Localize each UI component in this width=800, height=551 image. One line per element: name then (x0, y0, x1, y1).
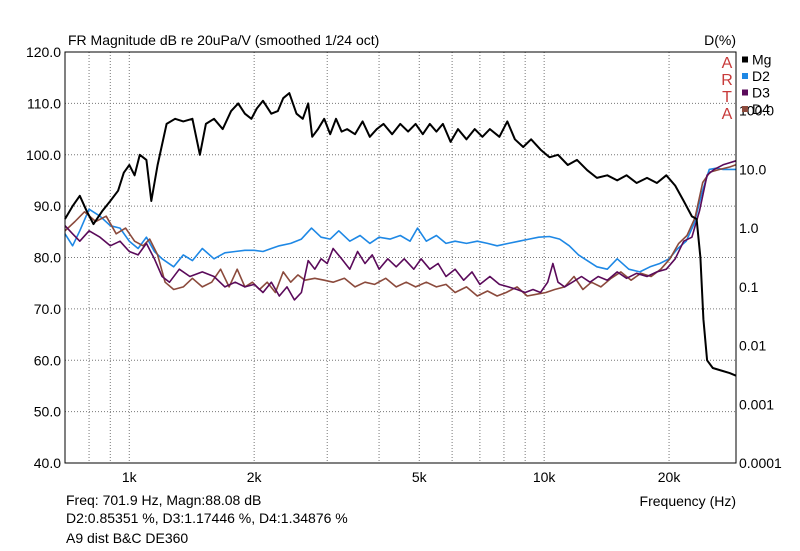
plot-series (64, 92, 737, 377)
legend-label-d2: D2 (752, 68, 770, 84)
legend-swatch-d2 (742, 73, 748, 79)
watermark-letter: R (721, 72, 733, 89)
x-tick-label: 20k (658, 469, 682, 485)
legend-label-d4: D4 (752, 101, 770, 117)
x-axis-ticks: 1k 2k 5k 10k 20k (122, 469, 681, 485)
y-tick-label: 40.0 (34, 455, 61, 471)
x-tick-label: 2k (247, 469, 263, 485)
y-tick-label: 120.0 (26, 44, 61, 60)
x-tick-label: 5k (412, 469, 428, 485)
x-axis-label: Frequency (Hz) (640, 493, 736, 509)
plot-frame (64, 51, 737, 464)
measurement-name: A9 dist B&C DE360 (66, 530, 189, 546)
grid-lines (65, 52, 736, 463)
series-line-d2 (64, 167, 736, 273)
y2-tick-label: 10.0 (739, 161, 766, 177)
y2-tick-label: 0.01 (739, 338, 766, 354)
y2-tick-label: 0.001 (739, 396, 774, 412)
watermark-letter: A (722, 106, 733, 123)
cursor-readout-freq: Freq: 701.9 Hz, Magn:88.08 dB (66, 492, 262, 508)
y2-tick-label: 0.0001 (739, 455, 782, 471)
y-axis-ticks: 120.0 110.0 100.0 90.0 80.0 70.0 60.0 50.0 40.0 (26, 44, 61, 471)
series-line-d3 (64, 160, 737, 301)
series-line-d4 (64, 164, 737, 297)
series-line-mg (64, 92, 737, 377)
y-tick-label: 50.0 (34, 404, 61, 420)
watermark-letter: A (722, 55, 733, 72)
legend-swatch-d4 (742, 106, 748, 112)
y-tick-label: 110.0 (27, 95, 61, 111)
y-tick-label: 70.0 (34, 301, 61, 317)
y-tick-label: 90.0 (34, 198, 61, 214)
legend-swatch-d3 (742, 89, 748, 96)
y2-tick-label: 1.0 (739, 220, 759, 236)
right-axis-title: D(%) (704, 32, 736, 48)
legend-label-d3: D3 (752, 85, 770, 101)
y-tick-label: 60.0 (34, 352, 61, 368)
y2-tick-label: 0.1 (739, 279, 759, 295)
y-tick-label: 80.0 (34, 250, 61, 266)
legend-label-mg: Mg (752, 52, 771, 68)
chart-title: FR Magnitude dB re 20uPa/V (smoothed 1/2… (68, 32, 379, 48)
y-tick-label: 100.0 (26, 147, 61, 163)
x-tick-label: 10k (533, 469, 557, 485)
legend-swatch-mg (742, 56, 748, 63)
watermark-letter: T (722, 89, 732, 106)
x-tick-label: 1k (122, 469, 138, 485)
cursor-readout-distortion: D2:0.85351 %, D3:1.17446 %, D4:1.34876 % (66, 510, 348, 526)
